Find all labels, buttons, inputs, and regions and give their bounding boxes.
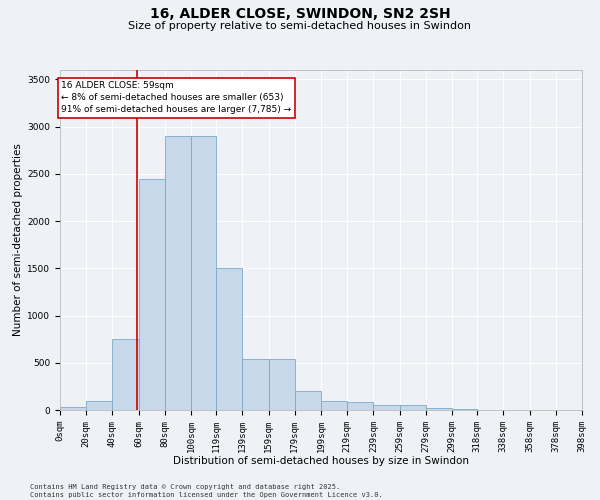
Bar [452, 409, 477, 410]
Bar [191, 136, 216, 410]
Text: Size of property relative to semi-detached houses in Swindon: Size of property relative to semi-detach… [128, 21, 472, 31]
Bar [112, 339, 139, 410]
X-axis label: Distribution of semi-detached houses by size in Swindon: Distribution of semi-detached houses by … [173, 456, 469, 466]
Text: 16, ALDER CLOSE, SWINDON, SN2 2SH: 16, ALDER CLOSE, SWINDON, SN2 2SH [149, 8, 451, 22]
Bar [426, 408, 452, 410]
Text: 16 ALDER CLOSE: 59sqm
← 8% of semi-detached houses are smaller (653)
91% of semi: 16 ALDER CLOSE: 59sqm ← 8% of semi-detac… [61, 82, 292, 114]
Bar [242, 359, 269, 410]
Bar [86, 400, 112, 410]
Bar [60, 407, 86, 410]
Bar [165, 136, 191, 410]
Bar [295, 391, 321, 410]
Bar [373, 406, 400, 410]
Bar [400, 406, 426, 410]
Bar [216, 268, 242, 410]
Bar [139, 178, 165, 410]
Bar [269, 359, 295, 410]
Bar [321, 400, 347, 410]
Text: Contains HM Land Registry data © Crown copyright and database right 2025.
Contai: Contains HM Land Registry data © Crown c… [30, 484, 383, 498]
Bar [347, 402, 373, 410]
Y-axis label: Number of semi-detached properties: Number of semi-detached properties [13, 144, 23, 336]
